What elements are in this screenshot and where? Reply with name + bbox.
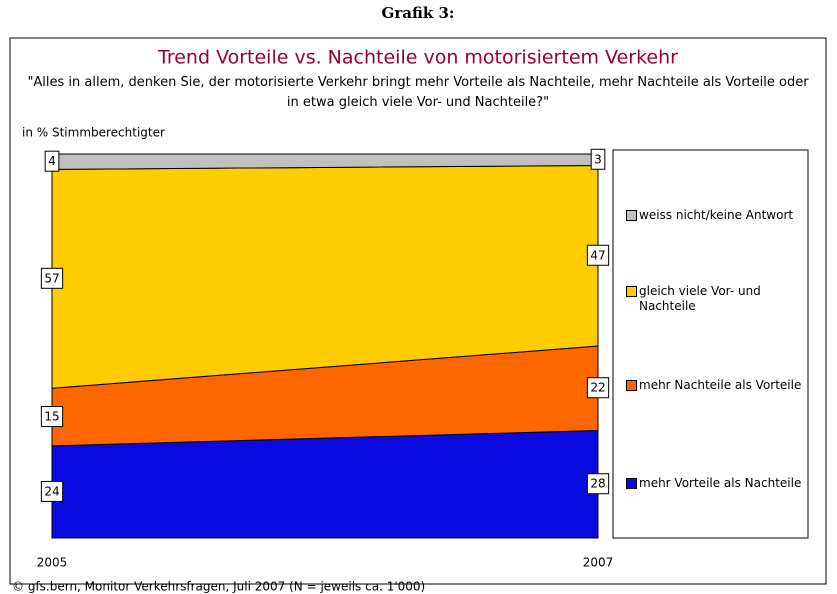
frame <box>9 37 827 585</box>
area <box>51 429 599 539</box>
legend-item: gleich viele Vor- und Nachteile <box>626 284 804 314</box>
legend-swatch <box>626 380 637 391</box>
legend-swatch <box>626 478 637 489</box>
legend-label: gleich viele Vor- und Nachteile <box>639 284 761 313</box>
legend-item: mehr Vorteile als Nachteile <box>626 476 804 491</box>
source: © gfs.bern, Monitor Verkehrsfragen, Juli… <box>12 580 425 594</box>
header: Grafik 3: <box>382 4 455 22</box>
legend-swatch <box>626 210 637 221</box>
x-tick-label: 2007 <box>583 556 614 570</box>
legend-label: mehr Vorteile als Nachteile <box>639 476 802 490</box>
data-label: 4 <box>48 154 56 168</box>
chart-title: Trend Vorteile vs. Nachteile von motoris… <box>157 47 678 69</box>
data-label-box <box>586 473 610 495</box>
data-label-box <box>40 480 64 502</box>
data-label-box <box>586 377 610 399</box>
x-tick-label: 2005 <box>37 556 68 570</box>
data-label-box <box>40 267 64 289</box>
data-label-box <box>40 406 64 428</box>
data-label: 57 <box>44 271 59 285</box>
data-label: 22 <box>590 381 605 395</box>
data-label: 15 <box>44 410 59 424</box>
legend-box <box>612 149 809 539</box>
data-label-box <box>590 148 606 170</box>
legend-label: mehr Nachteile als Vorteile <box>639 378 802 392</box>
legend-swatch <box>626 286 637 297</box>
data-label-box <box>44 150 60 172</box>
data-label-box <box>586 244 610 266</box>
data-label: 28 <box>590 477 605 491</box>
data-label: 24 <box>44 484 59 498</box>
data-label: 47 <box>590 248 605 262</box>
subtitle: "Alles in allem, denken Sie, der motoris… <box>27 75 809 110</box>
legend-label: weiss nicht/keine Antwort <box>639 208 794 222</box>
y-label: in % Stimmberechtigter <box>22 126 165 140</box>
legend-item: weiss nicht/keine Antwort <box>626 208 804 223</box>
legend-item: mehr Nachteile als Vorteile <box>626 378 804 393</box>
data-label: 3 <box>594 152 602 166</box>
